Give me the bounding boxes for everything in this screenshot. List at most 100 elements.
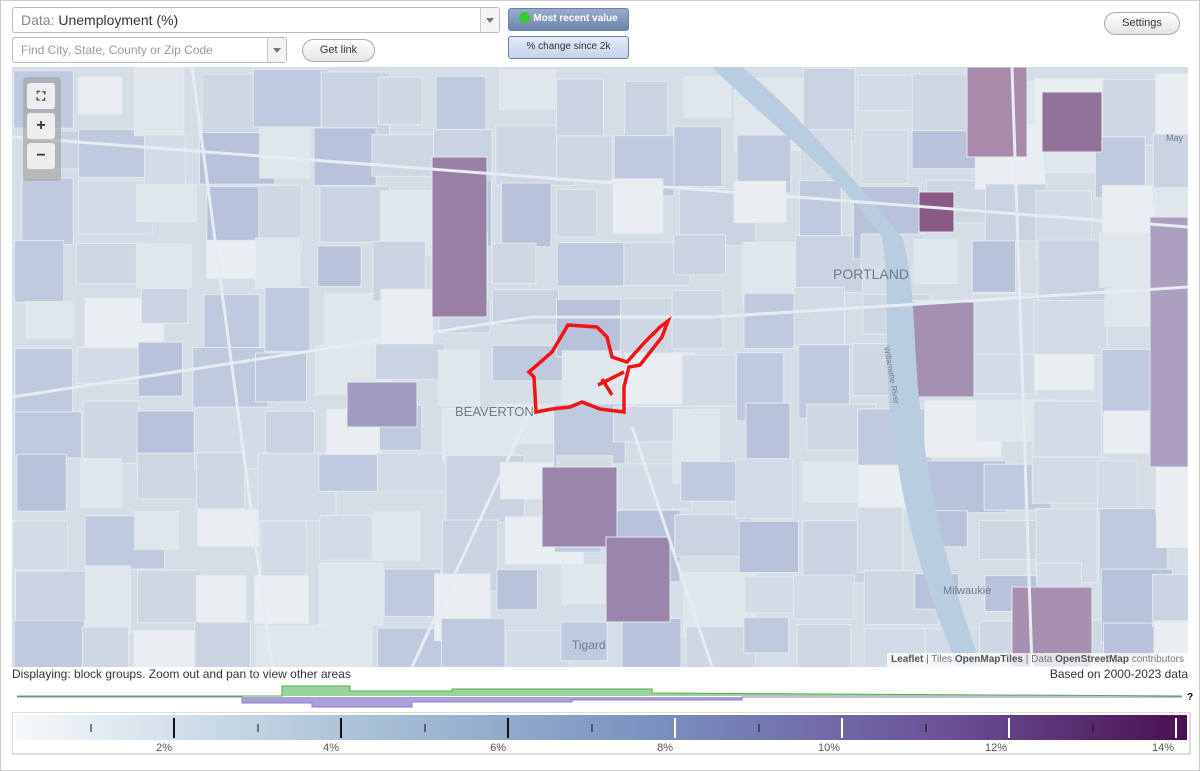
- block-group: [194, 621, 251, 667]
- block-group: [81, 626, 130, 667]
- block-group: [431, 156, 488, 318]
- search-box[interactable]: Find City, State, County or Zip Code: [12, 37, 287, 63]
- block-group: [14, 347, 74, 423]
- block-group: [13, 619, 85, 667]
- check-icon: [519, 12, 531, 23]
- block-group: [683, 76, 732, 118]
- map-label: Milwaukie: [943, 585, 991, 597]
- map-label: May: [1166, 133, 1184, 143]
- legend-tick-label: 14%: [1152, 742, 1174, 754]
- block-group: [254, 352, 308, 403]
- block-group: [856, 506, 904, 573]
- link[interactable]: OpenStreetMap: [1055, 654, 1129, 665]
- block-group: [82, 400, 140, 464]
- block-group: [12, 520, 68, 571]
- block-group: [972, 353, 1038, 395]
- separator: |: [1025, 654, 1029, 665]
- text: Tiles: [931, 654, 953, 665]
- block-group: [671, 289, 724, 350]
- map-label: PORTLAND: [833, 266, 909, 282]
- dropdown-arrow: [480, 8, 499, 32]
- legend-tick-label: 6%: [490, 742, 506, 754]
- block-group: [680, 461, 738, 502]
- status-text: Displaying: block groups. Zoom out and p…: [12, 667, 351, 681]
- block-group: [319, 515, 373, 561]
- block-group: [1041, 91, 1103, 153]
- legend-tick-label: 12%: [985, 742, 1007, 754]
- data-value: Unemployment (%): [58, 12, 179, 28]
- data-label: Data:: [21, 12, 55, 28]
- legend: 2% 4% 6% 8% 10% 12% 14%: [12, 712, 1191, 755]
- block-group: [254, 237, 301, 290]
- block-group: [1103, 410, 1150, 454]
- mode-button-active[interactable]: Most recent value: [508, 8, 629, 31]
- get-link-button[interactable]: Get link: [302, 39, 375, 62]
- block-group: [383, 568, 442, 617]
- block-group: [136, 452, 204, 500]
- zoom-in-button[interactable]: +: [27, 113, 55, 139]
- block-group: [796, 624, 852, 667]
- color-ramp: [15, 715, 1187, 740]
- block-group: [135, 243, 192, 289]
- fullscreen-button[interactable]: ⛶: [27, 83, 55, 109]
- block-group: [14, 411, 82, 459]
- block-group: [918, 191, 955, 233]
- block-group: [137, 341, 184, 397]
- block-group: [134, 511, 179, 550]
- block-group: [1104, 288, 1154, 327]
- help-icon[interactable]: ?: [1187, 692, 1193, 703]
- block-group: [346, 381, 418, 428]
- mode-button[interactable]: % change since 2k: [508, 36, 629, 59]
- histogram-current: [17, 685, 1183, 697]
- block-group: [795, 235, 864, 293]
- separator: |: [926, 654, 929, 665]
- legend-tick-label: 2%: [156, 742, 172, 754]
- block-group: [556, 188, 598, 238]
- block-group: [373, 511, 421, 561]
- zoom-control: ⛶ + −: [23, 77, 61, 181]
- block-group: [313, 127, 377, 187]
- block-group: [16, 453, 67, 512]
- block-group: [21, 177, 74, 245]
- legend-tick-label: 10%: [818, 742, 840, 754]
- block-group: [861, 129, 909, 185]
- block-group: [137, 569, 203, 624]
- river: [712, 67, 982, 667]
- block-group: [1034, 353, 1095, 391]
- data-select[interactable]: Data: Unemployment (%): [12, 7, 500, 33]
- block-group: [621, 617, 682, 667]
- dropdown-arrow: [267, 38, 286, 62]
- block-group: [499, 70, 556, 110]
- link[interactable]: OpenMapTiles: [954, 654, 1023, 665]
- block-group: [506, 629, 571, 667]
- block-group: [560, 621, 608, 662]
- block-group: [556, 135, 613, 182]
- selected-area-outline: [526, 316, 672, 415]
- block-group: [913, 239, 958, 285]
- block-group: [681, 354, 737, 407]
- block-group: [375, 343, 445, 380]
- zoom-out-button[interactable]: −: [27, 143, 55, 169]
- attribution: Leaflet | Tiles OpenMapTiles | Data Open…: [887, 653, 1188, 667]
- block-group: [1155, 73, 1188, 145]
- map[interactable]: PORTLAND BEAVERTON Tigard Milwaukie Will…: [12, 67, 1188, 667]
- text: Data: [1031, 654, 1053, 665]
- settings-button[interactable]: Settings: [1104, 12, 1180, 35]
- block-group: [673, 126, 723, 187]
- block-group: [317, 245, 362, 287]
- search-placeholder: Find City, State, County or Zip Code: [21, 43, 213, 57]
- mode-label: Most recent value: [533, 13, 618, 24]
- histogram: ?: [17, 685, 1193, 708]
- block-group: [75, 242, 147, 285]
- block-group: [140, 287, 189, 324]
- link[interactable]: Leaflet: [891, 654, 924, 665]
- block-group: [134, 67, 185, 137]
- block-group: [971, 240, 1017, 293]
- block-group: [605, 536, 671, 623]
- block-group: [259, 126, 311, 179]
- block-group: [555, 78, 604, 142]
- roads: [12, 67, 1188, 667]
- block-group: [1149, 216, 1188, 468]
- block-group: [377, 76, 423, 125]
